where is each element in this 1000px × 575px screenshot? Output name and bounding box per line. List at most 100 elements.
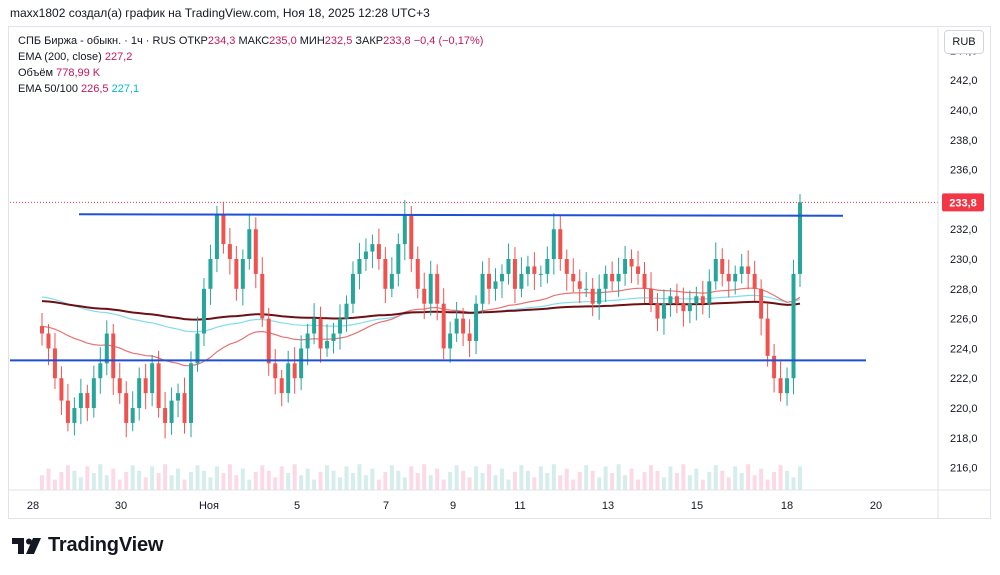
volume-bar xyxy=(720,470,725,490)
volume-bar xyxy=(370,468,375,490)
chart-panel[interactable] xyxy=(8,26,991,519)
candle-body xyxy=(752,273,757,289)
candle-body xyxy=(798,202,802,274)
candle-body xyxy=(590,288,595,304)
candle-body xyxy=(746,266,751,274)
y-tick-label: 224,0 xyxy=(950,343,978,355)
y-tick-label: 220,0 xyxy=(950,403,978,415)
candle-body xyxy=(415,259,420,289)
volume-bar xyxy=(143,477,148,490)
candle-body xyxy=(305,333,310,349)
tradingview-logo[interactable]: TradingView xyxy=(12,534,163,557)
currency-button[interactable]: RUB xyxy=(944,30,984,54)
volume-bar xyxy=(396,470,401,490)
legend-ema50-100-row[interactable]: EMA 50/100 226,5 227,1 xyxy=(18,81,483,97)
x-tick-label: 15 xyxy=(691,500,703,512)
candle-body xyxy=(286,363,291,394)
legend-ema200-row[interactable]: EMA (200, close) 227,2 xyxy=(18,49,483,65)
volume-bar xyxy=(279,466,284,490)
volume-bar xyxy=(467,477,472,490)
volume-bar xyxy=(137,470,142,490)
y-tick-label: 238,0 xyxy=(950,135,978,147)
candle-body xyxy=(376,244,381,259)
volume-bar xyxy=(707,471,712,490)
volume-bar xyxy=(221,473,226,490)
candle-body xyxy=(124,393,129,423)
candle-body xyxy=(785,378,790,394)
volume-bar xyxy=(130,465,135,490)
candle-body xyxy=(499,273,504,282)
volume-bar xyxy=(65,465,70,490)
legend-ema50-value: 226,5 xyxy=(81,83,109,95)
candle-body xyxy=(273,363,278,379)
volume-bar xyxy=(778,465,783,490)
candle-body xyxy=(603,273,608,289)
volume-bar xyxy=(577,471,582,490)
volume-bar xyxy=(525,470,530,490)
candle-body xyxy=(668,296,673,304)
volume-bar xyxy=(169,475,174,490)
candle-body xyxy=(91,378,96,409)
volume-bar xyxy=(785,470,790,490)
volume-bar xyxy=(461,470,466,490)
volume-bar xyxy=(104,475,109,490)
candle-body xyxy=(396,244,401,274)
volume-bar xyxy=(117,479,122,490)
price-axis[interactable]: 216,0 218,0 220,0 222,0 224,0 226,0 228,0 230,0… xyxy=(937,28,984,518)
volume-bar xyxy=(726,477,731,490)
time-axis[interactable]: 28 30 Ноя 5 7 9 11 13 15 18 20 xyxy=(9,489,990,512)
y-tick-label: 230,0 xyxy=(950,254,978,266)
legend-ema50-100-label: EMA 50/100 xyxy=(18,83,78,95)
candle-body xyxy=(772,355,777,379)
volume-bar xyxy=(415,473,420,490)
volume-bar xyxy=(40,475,44,490)
candle-body xyxy=(733,273,738,282)
tradingview-logo-icon xyxy=(12,537,41,554)
volume-bar xyxy=(253,471,258,490)
volume-bar xyxy=(590,470,595,490)
candle-body xyxy=(700,296,705,304)
legend-symbol[interactable]: СПБ Биржа - обыкн. · 1ч · RUS xyxy=(18,35,176,47)
candle-body xyxy=(493,281,498,289)
candle-body xyxy=(597,288,602,304)
volume-bar xyxy=(182,479,187,490)
volume-bar xyxy=(765,479,770,490)
volume-bar xyxy=(363,475,368,490)
resistance-line[interactable] xyxy=(78,213,844,217)
volume-bar xyxy=(402,477,407,490)
candle-body xyxy=(363,251,368,259)
y-tick-label: 240,0 xyxy=(950,105,978,117)
volume-bar xyxy=(499,468,504,490)
volume-bar xyxy=(636,479,641,490)
volume-bar xyxy=(597,477,602,490)
volume-bar xyxy=(674,473,679,490)
candle-body xyxy=(558,229,563,259)
candle-body xyxy=(240,259,245,289)
candle-body xyxy=(461,318,466,334)
tradingview-wordmark: TradingView xyxy=(48,534,164,556)
volume-bar xyxy=(240,468,245,490)
volume-bar xyxy=(493,475,498,490)
candle-body xyxy=(221,214,226,245)
volume-bar xyxy=(357,464,362,490)
volume-bar xyxy=(538,466,543,490)
legend-volume-row[interactable]: Объём 778,99 K xyxy=(18,65,483,81)
candle-body xyxy=(357,259,362,274)
volume-bar xyxy=(791,477,796,490)
volume-bar xyxy=(512,471,517,490)
legend-ema100-value: 227,1 xyxy=(111,83,140,95)
volume-bar xyxy=(746,464,751,490)
candle-body xyxy=(610,273,615,282)
x-tick-label: 20 xyxy=(870,500,882,512)
x-tick-label: 11 xyxy=(514,500,525,512)
volume-bar xyxy=(448,471,453,490)
volume-bar xyxy=(571,479,576,490)
legend-ema200-value: 227,2 xyxy=(104,51,133,63)
candle-body xyxy=(201,288,206,334)
candle-body xyxy=(726,273,731,282)
candle-body xyxy=(78,393,83,409)
candle-body xyxy=(227,244,232,259)
legend-ema200-label: EMA (200, close) xyxy=(18,51,102,63)
candle-body xyxy=(759,288,764,319)
